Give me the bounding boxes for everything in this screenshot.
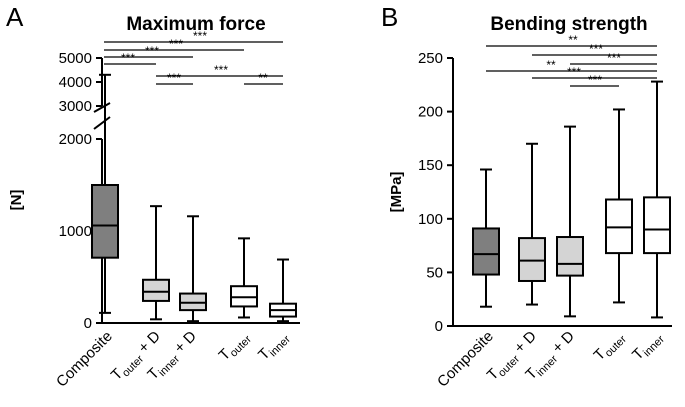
panel-a-significance-label: ** — [258, 71, 268, 85]
panel-b-significance-label: ** — [568, 33, 578, 47]
panel-a-category-label: Composite — [53, 328, 116, 391]
panel-a-tick-label: 1000 — [59, 223, 92, 240]
panel-a-significance-label: *** — [214, 63, 228, 77]
panel-a-axis-break — [93, 102, 111, 113]
panel-b-box — [556, 236, 584, 277]
panel-a-box — [91, 184, 119, 259]
panel-a-significance-label: *** — [167, 71, 181, 85]
panel-b-letter: B — [381, 2, 398, 32]
panel-b-tick-label: 200 — [418, 104, 443, 121]
panel-b-tick-label: 250 — [418, 50, 443, 67]
panel-a-axis-break — [93, 116, 111, 130]
panel-b-box — [518, 237, 546, 282]
panel-b-tick-label: 150 — [418, 157, 443, 174]
panel-b-tick-label: 100 — [418, 211, 443, 228]
panel-b-category-label-main: Composite — [434, 328, 497, 391]
panel-b-tick-label: 50 — [426, 264, 443, 281]
panel-a-significance-label: *** — [169, 37, 183, 51]
panel-b-category-label-sub: outer — [603, 333, 629, 359]
panel-a-significance-label: *** — [193, 29, 207, 43]
panel-a-tick-label: 3000 — [59, 98, 92, 115]
panel-a-category-label: Touter — [216, 328, 255, 367]
panel-a-significance-label: *** — [121, 51, 135, 65]
panel-a-ylabel: [N] — [8, 190, 25, 211]
panel-a-box — [142, 278, 170, 302]
panel-a-title: Maximum force — [126, 14, 265, 35]
panel-b-significance-label: *** — [567, 65, 581, 79]
panel-b-box — [643, 196, 671, 255]
panel-a-category-label-sub: outer — [228, 333, 254, 359]
panel-b-significance-label: *** — [607, 51, 621, 65]
panel-b-category-label: Touter — [591, 328, 630, 367]
panel-b-significance-label: *** — [589, 42, 603, 56]
panel-b-ylabel: [MPa] — [388, 172, 405, 213]
panel-b-significance-label: ** — [546, 58, 556, 72]
panel-b-significance-label: *** — [588, 73, 602, 87]
panel-a-tick-label: 5000 — [59, 50, 92, 67]
panel-b-box — [472, 227, 500, 276]
panel-a-significance-label: *** — [145, 44, 159, 58]
panel-a-letter: A — [6, 2, 24, 32]
panel-a-category-label-main: Composite — [53, 328, 116, 391]
panel-a-tick-label: 2000 — [59, 131, 92, 148]
panel-b-title: Bending strength — [490, 14, 647, 35]
panel-b-box — [605, 198, 633, 255]
panel-b-tick-label: 0 — [435, 318, 443, 335]
panel-a-tick-label: 4000 — [59, 74, 92, 91]
panel-a-category-label: Tinner — [255, 328, 293, 366]
panel-b-category-label: Tinner — [629, 328, 667, 366]
panel-b-category-label: Composite — [434, 328, 497, 391]
panel-a-category-label-sub: inner — [267, 333, 293, 359]
panel-b-category-label-sub: inner — [641, 333, 667, 359]
panel-a-tick-label: 0 — [84, 315, 92, 332]
